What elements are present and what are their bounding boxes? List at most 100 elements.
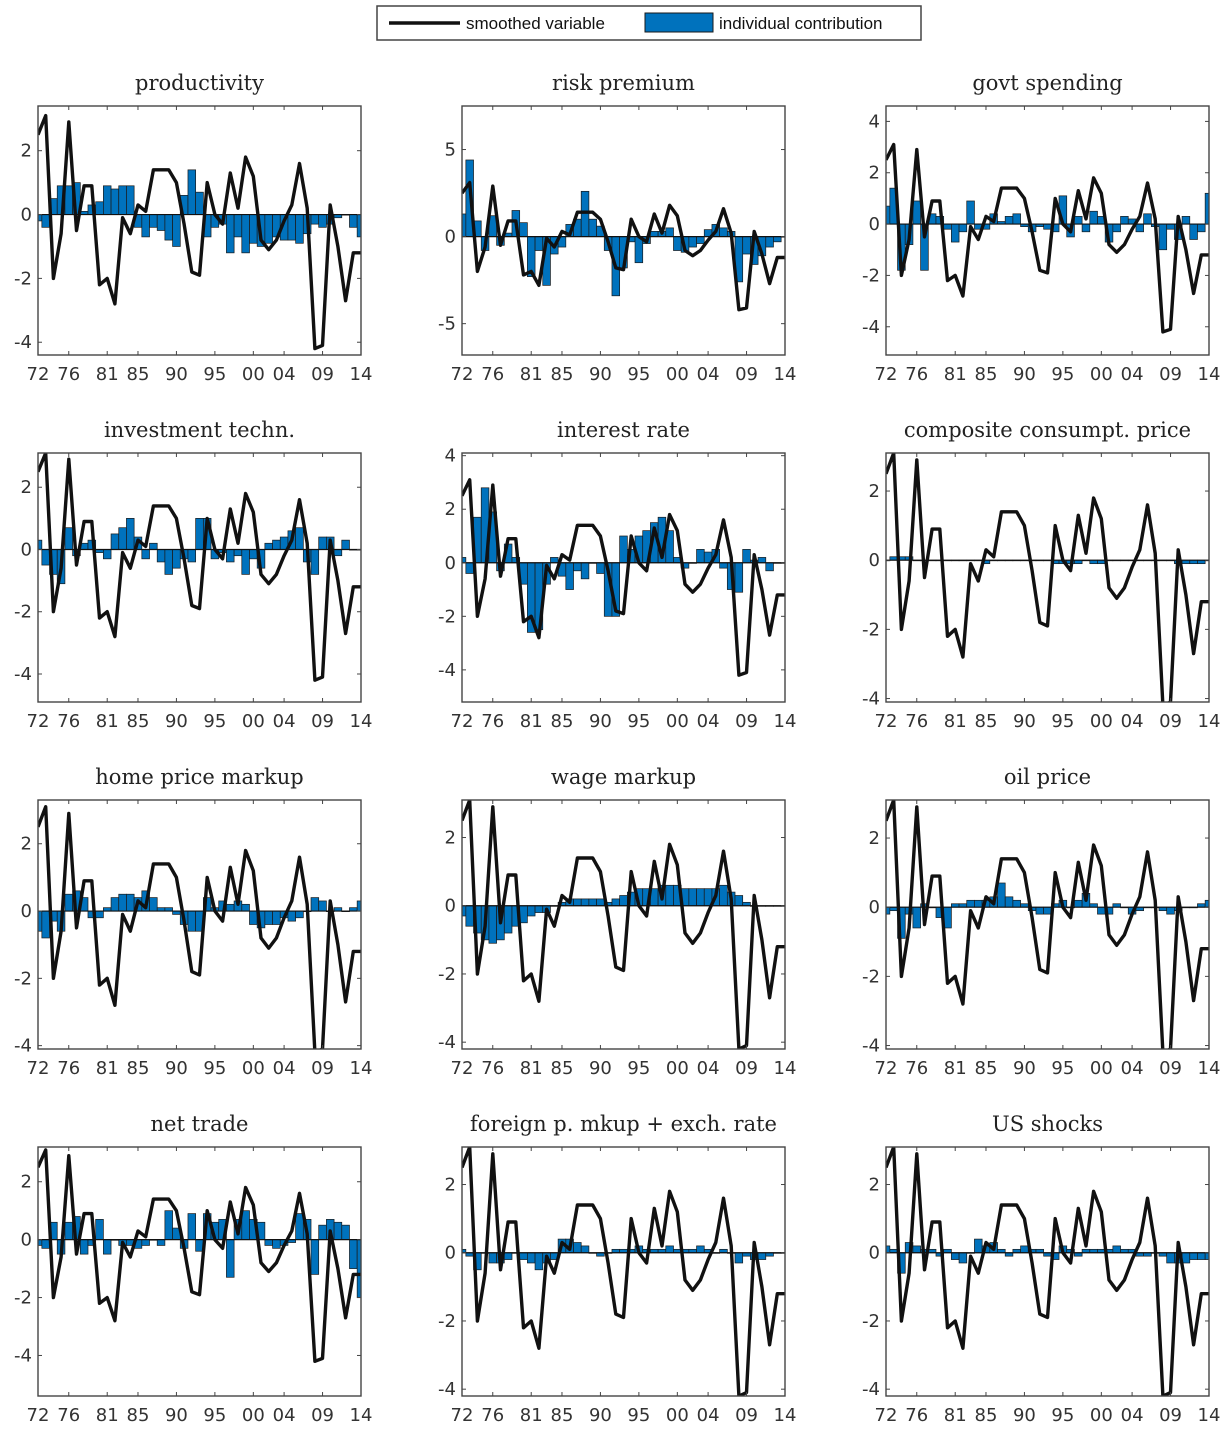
- contribution-bar: [757, 1252, 767, 1260]
- y-tick-label: 2: [869, 481, 880, 502]
- x-tick-label: 04: [697, 1405, 720, 1426]
- x-tick-label: 09: [735, 1058, 758, 1079]
- contribution-bar: [341, 1224, 350, 1241]
- panel-5: interest rate -4 -2 0 2 4 72 76 81 85 90 95 00 04 09 14: [438, 418, 796, 732]
- contribution-bar: [341, 539, 350, 550]
- contribution-bar: [573, 1242, 582, 1254]
- contribution-bar: [95, 910, 104, 919]
- legend-bar-swatch: [644, 12, 714, 33]
- x-tick-label: 00: [242, 711, 265, 732]
- x-tick-label: 14: [350, 1058, 373, 1079]
- x-tick-label: 72: [27, 364, 50, 385]
- contribution-bar: [141, 1239, 150, 1246]
- panel-6: composite consumpt. price -4 -2 0 2 72 76 81 85 9…: [862, 418, 1220, 732]
- y-tick-label: -2: [14, 1288, 32, 1309]
- contribution-bar: [1012, 899, 1021, 908]
- panel-title: govt spending: [972, 71, 1122, 95]
- contribution-bar: [64, 1221, 73, 1241]
- y-tick-label: 2: [869, 1175, 880, 1196]
- contribution-bar: [1004, 896, 1014, 908]
- axes-box: [461, 799, 786, 1050]
- y-tick-label: 0: [21, 1230, 32, 1251]
- y-tick-label: -4: [14, 1345, 32, 1366]
- contribution-bar: [596, 898, 605, 907]
- x-tick-label: 76: [481, 1405, 504, 1426]
- x-tick-label: 90: [165, 1405, 188, 1426]
- x-tick-label: 00: [1090, 711, 1113, 732]
- x-tick-label: 72: [451, 1058, 474, 1079]
- smoothed-variable-line: [38, 805, 361, 1049]
- x-tick-label: 00: [1090, 364, 1113, 385]
- panel-title: foreign p. mkup + exch. rate: [470, 1112, 777, 1136]
- contribution-bar: [187, 910, 197, 932]
- x-tick-label: 85: [127, 364, 150, 385]
- x-tick-label: 76: [905, 1405, 928, 1426]
- panel-11: foreign p. mkup + exch. rate -4 -2 0 2 72 76 81…: [438, 1112, 796, 1426]
- y-tick-label: 4: [445, 446, 456, 467]
- x-tick-label: 09: [1159, 1058, 1182, 1079]
- panel-title: investment techn.: [104, 418, 295, 442]
- contribution-bar: [1089, 210, 1098, 225]
- x-tick-label: 72: [451, 364, 474, 385]
- plot-area: [886, 142, 1209, 334]
- panel-3: govt spending -4 -2 0 2 4 72 76 81 85 90 95 00 04 09 14: [862, 71, 1220, 385]
- contribution-bar: [41, 1239, 50, 1249]
- x-tick-label: 14: [350, 364, 373, 385]
- x-tick-label: 14: [774, 1058, 797, 1079]
- contribution-bar: [272, 910, 281, 925]
- contribution-bar: [272, 539, 281, 550]
- y-tick-label: -4: [862, 1379, 880, 1400]
- contribution-bar: [773, 236, 782, 243]
- y-tick-label: -2: [14, 968, 32, 989]
- contribution-bar: [580, 562, 590, 580]
- y-tick-label: 0: [869, 214, 880, 235]
- panel-7: home price markup -4 -2 0 2 72 76 81 85 90 95 00 04 0…: [14, 765, 372, 1079]
- x-tick-label: 00: [242, 1405, 265, 1426]
- x-tick-label: 00: [666, 1058, 689, 1079]
- x-tick-label: 95: [627, 1405, 650, 1426]
- contribution-bar: [110, 533, 120, 550]
- x-tick-label: 09: [735, 711, 758, 732]
- x-tick-label: 95: [627, 1058, 650, 1079]
- y-tick-label: -5: [438, 314, 456, 335]
- contribution-bar: [287, 214, 296, 241]
- contribution-bar: [573, 898, 582, 907]
- x-tick-label: 14: [350, 711, 373, 732]
- contribution-bar: [126, 518, 135, 550]
- contribution-bar: [164, 549, 173, 575]
- contribution-bar: [95, 201, 104, 215]
- contribution-bar: [619, 535, 628, 564]
- contribution-bar: [534, 1252, 544, 1271]
- smoothed-variable-line: [38, 453, 361, 682]
- y-tick-label: -4: [438, 1379, 456, 1400]
- contribution-bar: [103, 185, 112, 215]
- x-tick-label: 81: [944, 1405, 967, 1426]
- panel-title: composite consumpt. price: [904, 418, 1191, 442]
- x-tick-label: 76: [905, 711, 928, 732]
- x-tick-label: 00: [666, 711, 689, 732]
- x-tick-label: 04: [273, 711, 296, 732]
- contribution-bar: [696, 1245, 705, 1254]
- x-tick-label: 76: [905, 364, 928, 385]
- contribution-bar: [1012, 213, 1021, 225]
- contribution-bar: [264, 1239, 273, 1246]
- x-tick-label: 72: [451, 711, 474, 732]
- contribution-bar: [172, 549, 181, 569]
- contribution-bar: [310, 549, 320, 575]
- contribution-bar: [1204, 192, 1209, 225]
- contribution-bar: [912, 906, 921, 929]
- x-tick-label: 90: [1013, 1405, 1036, 1426]
- y-tick-label: -2: [862, 966, 880, 987]
- panel-title: home price markup: [95, 765, 303, 789]
- contribution-bar: [41, 214, 50, 228]
- x-tick-label: 81: [520, 364, 543, 385]
- x-tick-label: 14: [774, 364, 797, 385]
- contribution-bar: [742, 236, 751, 255]
- panel-title: oil price: [1004, 765, 1091, 789]
- x-tick-label: 04: [273, 1405, 296, 1426]
- x-tick-label: 85: [975, 1058, 998, 1079]
- x-tick-label: 95: [627, 364, 650, 385]
- x-tick-label: 85: [551, 1058, 574, 1079]
- contribution-bar: [688, 888, 697, 907]
